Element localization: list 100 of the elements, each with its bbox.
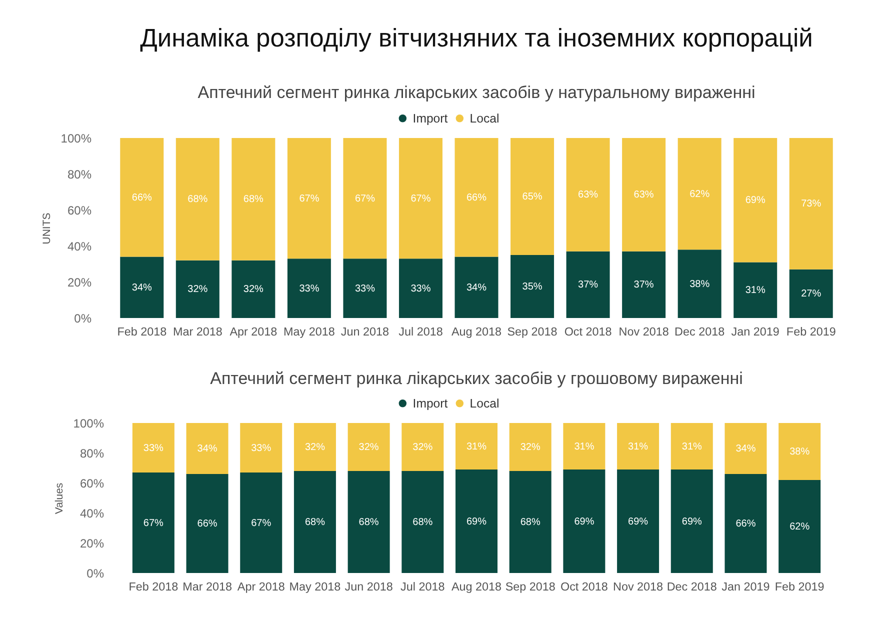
x-tick-label: Mar 2018 [182,580,232,594]
y-tick-label: 0% [86,566,104,580]
data-label: 62% [690,188,710,200]
bar [509,471,552,573]
data-label: 34% [197,444,218,454]
data-label: 63% [634,190,654,201]
x-tick-label: Mar 2018 [172,326,222,338]
bar [510,255,554,318]
x-tick-label: Jun 2018 [340,326,390,338]
bar [566,138,610,252]
y-axis-title: UNITS [40,212,53,244]
bar [617,470,660,573]
data-label: 34% [132,282,152,294]
bar [294,471,336,573]
data-label: 31% [574,441,594,452]
x-tick-label: Jun 2018 [344,580,393,594]
data-label: 31% [628,441,648,452]
y-tick-label: 40% [80,506,104,520]
x-tick-label: Feb 2018 [117,326,167,338]
data-label: 31% [745,285,766,296]
bar [566,251,610,318]
bar [132,423,174,472]
data-label: 33% [299,283,320,294]
data-label: 69% [745,195,766,206]
data-label: 69% [682,516,702,528]
x-tick-label: Jul 2018 [398,326,443,338]
bar [120,138,164,257]
y-tick-label: 0% [74,312,92,326]
bar [678,250,722,318]
data-label: 67% [299,193,320,204]
data-label: 32% [188,284,208,296]
data-label: 35% [522,282,542,292]
x-tick-label: Oct 2018 [560,580,608,594]
x-tick-label: Sep 2018 [507,326,558,338]
data-label: 68% [304,517,326,528]
data-label: 68% [412,517,433,528]
legend-label: Local [470,111,500,126]
bar [789,138,833,270]
data-label: 68% [520,517,540,528]
bar [398,138,442,259]
data-label: 37% [634,280,654,291]
x-tick-label: Oct 2018 [564,326,612,338]
y-tick-label: 20% [80,536,104,550]
x-tick-label: Dec 2018 [666,580,717,594]
x-tick-label: May 2018 [284,326,335,338]
y-tick-label: 60% [80,476,104,490]
data-label: 34% [466,282,487,294]
bar [287,258,331,318]
bar [678,138,722,250]
data-label: 33% [410,283,431,294]
data-label: 69% [628,516,648,528]
bar [456,470,498,573]
bar [132,472,174,573]
bar [622,138,666,252]
bar [176,260,220,318]
data-label: 27% [801,288,822,300]
x-tick-label: Apr 2018 [237,580,285,594]
y-tick-label: 40% [67,240,92,254]
data-label: 68% [188,194,208,206]
x-tick-label: Jul 2018 [400,580,445,594]
bar [343,258,387,318]
bar [232,138,276,260]
data-label: 66% [132,192,152,204]
x-tick-label: Jan 2019 [731,326,780,338]
y-axis-title: Values [53,482,66,514]
data-label: 33% [354,283,376,294]
bar [402,471,444,573]
data-label: 68% [358,517,379,528]
chart-title: Динаміка розподілу вітчизняних та іноземних корпорацій [140,24,813,52]
bar [343,138,387,259]
bar [563,423,606,470]
data-label: 32% [520,442,540,453]
data-label: 69% [574,516,594,528]
data-label: 63% [578,190,598,201]
bar [294,423,336,471]
bar [734,138,778,262]
bar [232,260,276,318]
legend-label: Import [412,396,448,410]
data-label: 73% [801,198,822,210]
bar [670,423,713,470]
x-tick-label: Apr 2018 [230,326,278,338]
y-tick-label: 100% [73,416,104,430]
bar [454,256,498,318]
bar [456,423,498,470]
bar [240,423,282,472]
bar [789,269,833,318]
bar [186,423,228,474]
bar [454,138,498,257]
x-tick-label: Feb 2019 [786,326,836,338]
data-label: 62% [790,522,810,532]
data-label: 34% [736,444,756,454]
data-label: 31% [466,441,487,452]
bar [402,423,444,471]
bar [287,138,331,259]
x-tick-label: Nov 2018 [618,326,669,338]
bar [617,423,660,470]
bar [778,480,821,573]
bar [398,258,442,318]
data-label: 67% [251,518,272,529]
bar [176,138,220,260]
